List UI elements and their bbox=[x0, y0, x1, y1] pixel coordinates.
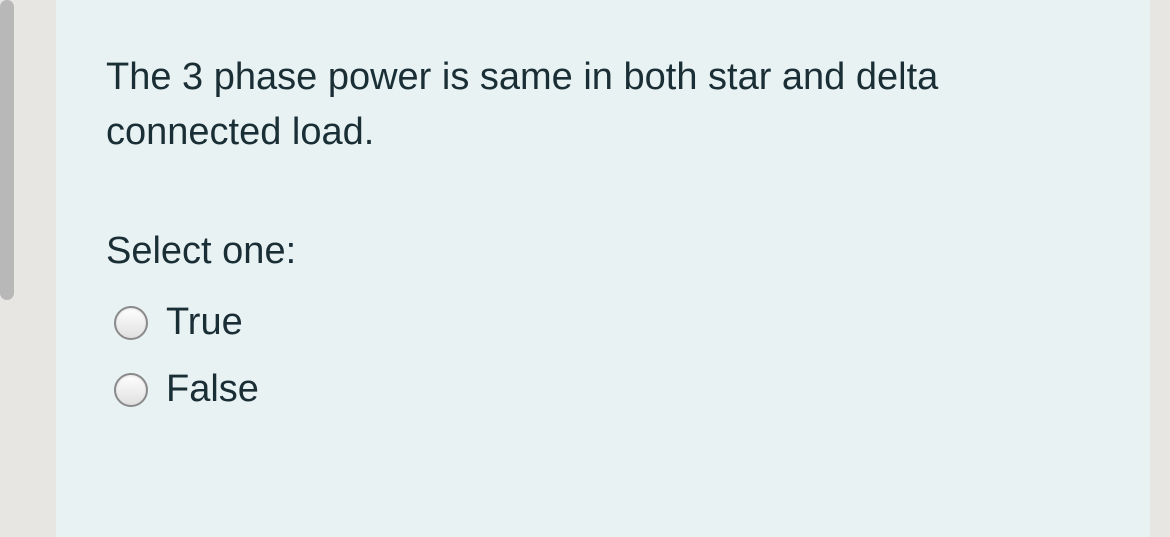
scroll-accent-bar bbox=[0, 0, 14, 300]
option-true[interactable]: True bbox=[114, 301, 1090, 344]
option-label: True bbox=[166, 301, 243, 344]
question-card: The 3 phase power is same in both star a… bbox=[56, 0, 1150, 537]
radio-icon[interactable] bbox=[114, 373, 148, 407]
option-label: False bbox=[166, 368, 259, 411]
radio-icon[interactable] bbox=[114, 306, 148, 340]
options-group: True False bbox=[106, 301, 1090, 411]
question-text: The 3 phase power is same in both star a… bbox=[106, 50, 1090, 160]
question-container: The 3 phase power is same in both star a… bbox=[0, 0, 1170, 537]
select-prompt: Select one: bbox=[106, 230, 1090, 273]
option-false[interactable]: False bbox=[114, 368, 1090, 411]
